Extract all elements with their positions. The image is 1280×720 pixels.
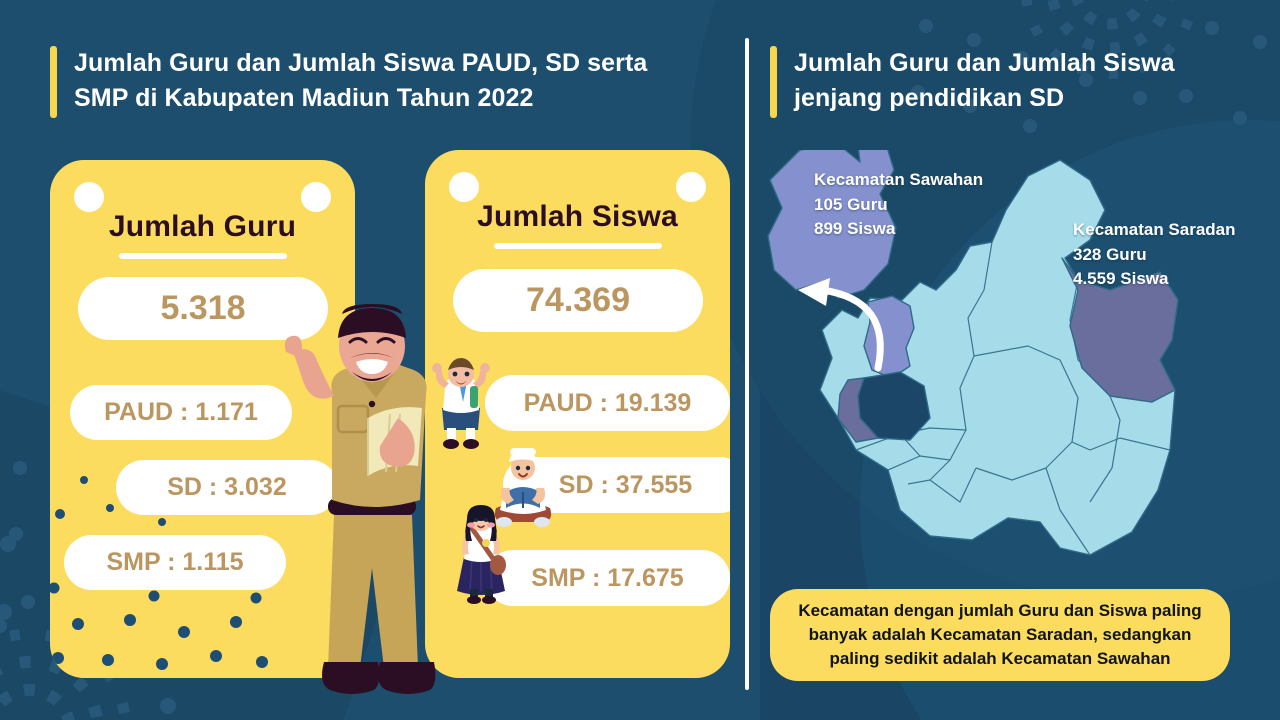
card-punch-hole-right <box>676 172 706 202</box>
map-label-sawahan: Kecamatan Sawahan 105 Guru 899 Siswa <box>814 170 984 239</box>
siswa-paud-value: PAUD : 19.139 <box>485 375 730 431</box>
guru-paud-value: PAUD : 1.171 <box>70 385 292 440</box>
card-title-siswa: Jumlah Siswa <box>477 200 678 233</box>
title-accent-bar <box>770 46 777 118</box>
right-title-text: Jumlah Guru dan Jumlah Siswa jenjang pen… <box>794 49 1175 112</box>
map-region-sawahan <box>863 295 915 379</box>
student-sitting-illustration <box>494 448 552 527</box>
map-region-dark-patch-2 <box>837 377 879 443</box>
summary-note-text: Kecamatan dengan jumlah Guru dan Siswa p… <box>798 600 1202 669</box>
card-title-underline <box>493 243 662 249</box>
student-girl-illustration <box>457 505 506 604</box>
map-arrow <box>798 278 884 372</box>
map-kabupaten-madiun: Kecamatan Sawahan 105 Guru 899 Siswa Kec… <box>760 143 1260 580</box>
title-accent-bar <box>50 46 57 118</box>
right-title-block: Jumlah Guru dan Jumlah Siswa jenjang pen… <box>770 46 1175 120</box>
card-title-guru: Jumlah Guru <box>108 210 297 243</box>
summary-note-box: Kecamatan dengan jumlah Guru dan Siswa p… <box>770 589 1230 681</box>
left-title-text: Jumlah Guru dan Jumlah Siswa PAUD, SD se… <box>74 49 648 112</box>
teacher-illustration <box>284 304 436 694</box>
card-punch-hole-left <box>74 182 104 212</box>
stat-card-guru: Jumlah Guru 5.318 PAUD : 1.171 SD : 3.03… <box>50 160 355 678</box>
student-boy-illustration <box>432 358 490 449</box>
card-punch-hole-right <box>301 182 331 212</box>
map-label-saradan: Kecamatan Saradan 328 Guru 4.559 Siswa <box>1073 220 1236 289</box>
card-title-underline <box>118 253 287 259</box>
guru-sd-value: SD : 3.032 <box>116 460 338 515</box>
guru-smp-value: SMP : 1.115 <box>64 535 286 590</box>
card-punch-hole-left <box>449 172 479 202</box>
guru-total-value: 5.318 <box>78 277 328 340</box>
vertical-divider <box>745 38 749 690</box>
map-region-saradan <box>1061 257 1179 403</box>
left-title-block: Jumlah Guru dan Jumlah Siswa PAUD, SD se… <box>50 46 647 120</box>
siswa-total-value: 74.369 <box>453 269 703 332</box>
siswa-smp-value: SMP : 17.675 <box>485 550 730 606</box>
map-svg <box>767 143 1179 556</box>
